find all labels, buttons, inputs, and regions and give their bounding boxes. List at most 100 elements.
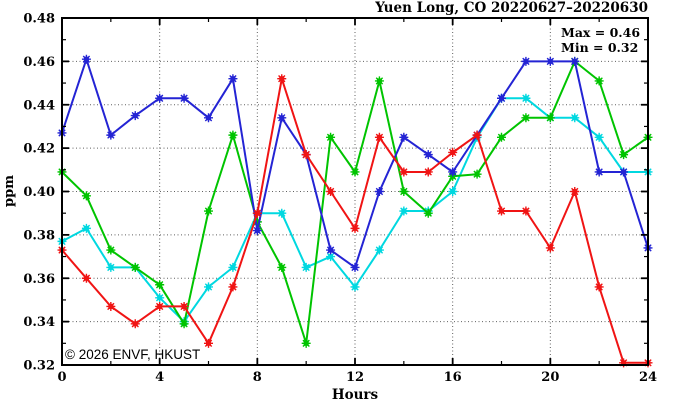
series-cyan-marker-core [157,295,163,301]
x-axis-title: Hours [332,387,379,403]
series-blue-marker [497,93,506,103]
series-blue-marker-core [523,58,529,64]
series-blue-marker-core [254,228,260,234]
series-red-marker [594,282,604,292]
series-red-marker [619,358,629,368]
series-green-line [61,60,649,345]
series-green-marker-core [254,219,260,225]
series-red-marker-core [621,360,627,366]
series-red-marker [130,319,140,329]
series-red-marker-core [352,225,358,231]
x-tick-label: 20 [541,370,559,385]
series-blue-marker [155,93,165,103]
series-green-marker-core [621,152,627,158]
series-red-marker-core [254,210,260,216]
series-green-marker-core [83,193,89,199]
chart-title: Yuen Long, CO 20220627–20220630 [374,0,648,16]
series-red-marker-core [425,169,431,175]
series-green-marker [594,76,604,86]
series-red-marker-core [523,208,529,214]
series-blue-marker [594,167,604,177]
series-cyan-marker [521,93,531,103]
series-red-marker [374,132,384,142]
x-tick-label: 8 [253,370,262,385]
y-tick-label: 0.36 [23,272,55,287]
series-blue-marker-core [425,152,431,158]
series-blue-marker [228,74,238,84]
series-blue-marker-core [621,169,627,175]
series-blue-marker [252,226,262,236]
axis-ticks [61,17,649,366]
series-blue-marker-core [230,76,236,82]
series-cyan-marker-core [572,115,578,121]
series-green-marker-core [376,78,382,84]
series-red-marker [448,147,458,157]
series-blue-marker [130,111,140,121]
series-red-marker [545,243,555,253]
series-green-marker [350,167,360,177]
series-cyan-marker [399,206,409,216]
series-red-marker-core [230,284,236,290]
series-blue-marker [106,130,116,140]
series-red-marker-core [303,152,309,158]
series-blue-marker-core [157,95,163,101]
series-red-marker [472,130,482,140]
series-green-marker [374,76,384,86]
series-blue-marker [399,132,409,142]
data-series [57,54,653,368]
series-green-marker-core [474,171,480,177]
series-blue-marker-core [352,264,358,270]
series-red-marker-core [474,132,480,138]
series-green-marker-core [279,264,285,270]
series-red-marker [301,150,311,160]
series-red-marker [81,273,91,283]
series-red-marker [521,206,531,216]
series-red-marker-core [157,303,163,309]
series-blue-marker-core [401,134,407,140]
series-green-marker [277,262,287,272]
series-blue-marker-core [547,58,553,64]
series-red-marker [155,301,165,311]
y-tick-label: 0.42 [23,142,55,157]
y-tick-label: 0.46 [23,55,55,70]
series-red-marker-core [108,303,114,309]
y-tick-label: 0.32 [23,359,55,374]
series-green-marker-core [230,132,236,138]
series-cyan-marker [594,132,604,142]
series-green-marker [228,130,238,140]
series-blue-marker [374,187,384,196]
series-cyan-marker-core [523,95,529,101]
series-blue-marker [570,56,580,66]
min-annotation: Min = 0.32 [561,40,638,55]
series-red-marker-core [279,76,285,82]
series-red-marker [106,301,116,311]
series-red-marker [570,187,580,196]
series-blue-marker [521,56,531,66]
x-tick-label: 12 [346,370,364,385]
series-red-marker-core [572,189,578,194]
series-cyan-marker [106,262,116,272]
series-green-marker-core [206,208,211,214]
x-axis-tick-labels: 0 4 8 12 16 20 24 [57,370,657,385]
series-green-marker [423,208,433,218]
series-cyan-marker-core [401,208,407,214]
series-red [57,74,653,368]
series-cyan-marker-core [352,284,358,290]
series-red-marker-core [83,275,89,281]
series-red-marker [399,167,409,177]
series-red-line [61,77,648,364]
series-cyan-marker-core [596,134,602,140]
series-blue-marker-core [450,169,456,175]
series-green-marker-core [328,134,334,140]
series-blue-marker-core [279,115,285,121]
series-green [57,56,653,348]
y-tick-label: 0.34 [23,315,55,330]
series-red-marker [179,301,189,311]
series-red-marker [252,208,262,218]
series-red-marker [423,167,433,177]
series-green-marker [472,169,482,179]
y-tick-label: 0.40 [23,185,55,200]
series-green-marker-core [181,321,187,327]
series-cyan-marker [374,245,384,255]
series-green-marker-core [596,78,602,84]
